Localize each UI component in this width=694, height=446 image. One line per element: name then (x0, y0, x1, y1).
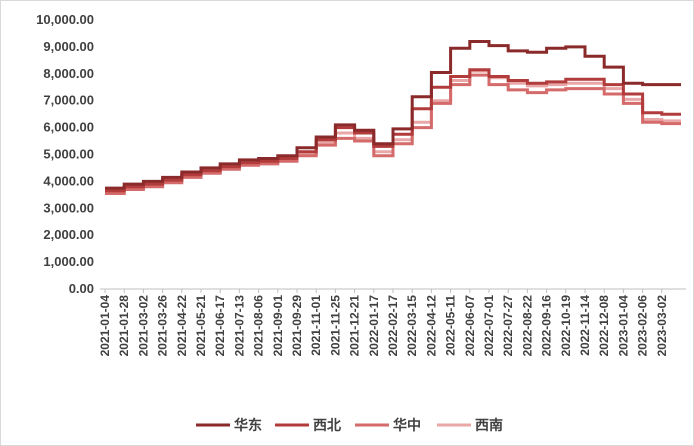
x-tick-label: 2021-09-29 (290, 295, 304, 357)
x-tick-label: 2022-05-11 (444, 295, 458, 356)
x-tick-label: 2022-08-22 (520, 295, 534, 357)
y-tick-label: 5,000.00 (43, 147, 94, 162)
x-tick-label: 2021-04-22 (175, 295, 189, 357)
x-tick-label: 2021-09-01 (271, 295, 285, 357)
y-tick-label: 8,000.00 (43, 66, 94, 81)
legend-item: 西南 (437, 417, 503, 434)
legend: 华东 西北 华中 西南 (196, 417, 503, 434)
x-tick-label: 2023-01-04 (616, 295, 630, 357)
legend-label: 西南 (475, 417, 503, 434)
x-tick-label: 2022-11-14 (578, 295, 592, 356)
x-tick-label: 2021-01-28 (117, 295, 131, 357)
legend-item: 华东 (196, 417, 262, 434)
y-tick-label: 3,000.00 (43, 200, 94, 215)
x-tick-label: 2022-03-15 (405, 295, 419, 357)
y-tick-label: 9,000.00 (43, 39, 94, 54)
series-lines (105, 42, 681, 194)
x-tick-label: 2023-02-06 (636, 295, 650, 357)
y-axis-ticks: 0.00 1,000.00 2,000.00 3,000.00 4,000.00 5,00… (36, 12, 94, 296)
x-tick-label: 2021-06-17 (213, 295, 227, 357)
x-tick-label: 2022-06-07 (463, 295, 477, 357)
legend-label: 华东 (234, 417, 262, 434)
legend-item: 华中 (355, 417, 421, 434)
y-tick-label: 4,000.00 (43, 173, 94, 188)
x-tick-label: 2022-04-12 (424, 295, 438, 357)
x-tick-label: 2021-03-26 (156, 295, 170, 357)
x-tick-label: 2022-07-27 (501, 295, 515, 357)
x-tick-label: 2021-08-06 (252, 295, 266, 357)
series-line-0 (105, 42, 681, 189)
x-tick-label: 2022-09-16 (540, 295, 554, 357)
legend-label: 西北 (313, 418, 341, 434)
y-tick-label: 1,000.00 (43, 254, 94, 269)
y-tick-label: 10,000.00 (36, 12, 94, 27)
y-tick-label: 2,000.00 (43, 227, 94, 242)
x-tick-label: 2022-02-17 (386, 295, 400, 357)
legend-item: 西北 (275, 418, 341, 434)
x-tick-label: 2021-11-25 (328, 295, 342, 356)
x-tick-label: 2022-07-01 (482, 295, 496, 357)
x-tick-label: 2022-10-19 (559, 295, 573, 357)
y-tick-label: 7,000.00 (43, 93, 94, 108)
x-tick-label: 2021-12-21 (348, 295, 362, 357)
x-tick-label: 2023-03-02 (655, 295, 669, 357)
y-tick-label: 6,000.00 (43, 120, 94, 135)
x-tick-label: 2021-03-02 (136, 295, 150, 357)
x-tick-label: 2021-01-04 (98, 295, 112, 357)
y-tick-label: 0.00 (69, 281, 94, 296)
x-tick-label: 2021-07-13 (232, 295, 246, 357)
legend-label: 华中 (393, 417, 421, 434)
x-tick-label: 2022-12-08 (597, 295, 611, 357)
x-tick-label: 2022-01-17 (367, 295, 381, 357)
x-tick-label: 2021-11-01 (309, 295, 323, 356)
x-axis-ticks: 2021-01-04 2021-01-28 2021-03-02 2021-03-26… (98, 289, 669, 356)
x-tick-label: 2021-05-21 (194, 295, 208, 357)
